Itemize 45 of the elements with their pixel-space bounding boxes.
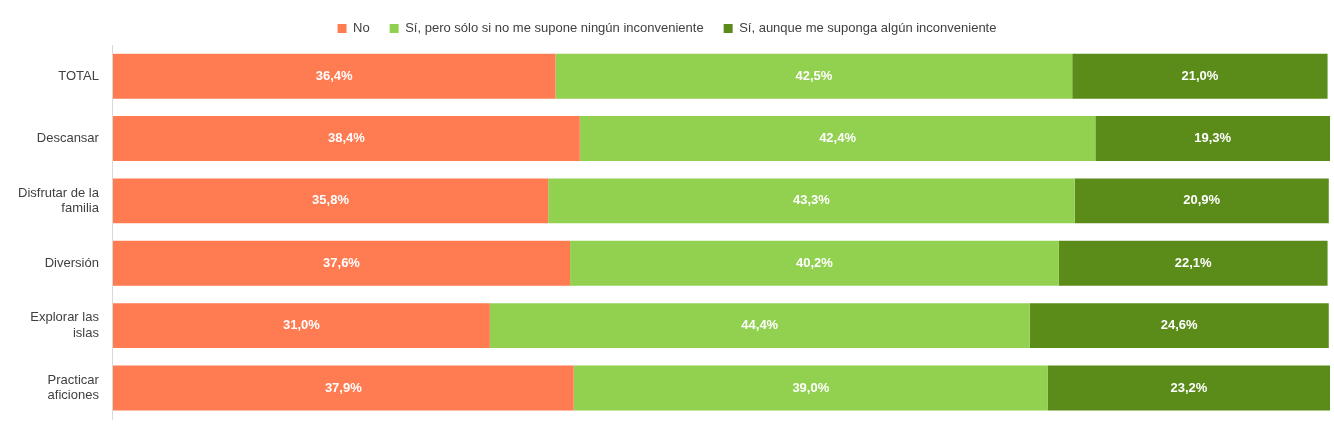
bar: [112, 53, 556, 99]
y-tick-label: Disfrutar de la familia: [18, 184, 100, 216]
y-tick-label: Explorar las islas: [30, 309, 100, 341]
bar: [1058, 240, 1328, 286]
bar: [1072, 53, 1328, 99]
bar: [112, 178, 549, 224]
bar: [555, 53, 1073, 99]
data-label: 42,4%: [819, 130, 857, 146]
legend-label: Sí, aunque me suponga algún inconveniente: [739, 20, 997, 36]
bar: [573, 365, 1048, 411]
bar: [112, 365, 574, 411]
data-label: 36,4%: [315, 67, 354, 83]
data-label: 43,3%: [793, 192, 831, 208]
data-label: 37,9%: [324, 379, 363, 395]
legend-label: Sí, pero sólo si no me supone ningún inconveniente: [405, 20, 704, 36]
y-tick-label: Practicar aficiones: [47, 371, 100, 403]
y-tick-label: Diversión: [44, 254, 99, 270]
data-label: 22,1%: [1174, 254, 1213, 270]
data-label: 23,2%: [1170, 379, 1208, 395]
data-label: 38,4%: [327, 130, 366, 146]
bar: [1095, 116, 1330, 161]
bar: [1074, 178, 1329, 224]
bar: [548, 178, 1075, 224]
bar: [579, 116, 1096, 161]
data-label: 39,0%: [792, 379, 830, 395]
bar: [112, 303, 490, 349]
bar: [1047, 365, 1330, 411]
y-tick-label: Descansar: [36, 130, 100, 146]
legend-label: No: [353, 20, 370, 36]
data-label: 35,8%: [312, 192, 350, 208]
bar: [112, 116, 580, 161]
data-label: 21,0%: [1181, 67, 1219, 83]
data-label: 40,2%: [796, 254, 834, 270]
data-label: 24,6%: [1160, 317, 1199, 333]
y-tick-label: TOTAL: [58, 67, 99, 83]
data-label: 44,4%: [741, 317, 779, 333]
data-label: 31,0%: [282, 317, 321, 333]
bar: [112, 240, 571, 286]
data-label: 42,5%: [795, 67, 833, 83]
data-label: 37,6%: [323, 254, 361, 270]
bar: [489, 303, 1030, 349]
data-label: 20,9%: [1183, 192, 1221, 208]
bar: [1029, 303, 1329, 349]
bar: [570, 240, 1059, 286]
data-label: 19,3%: [1194, 130, 1232, 146]
